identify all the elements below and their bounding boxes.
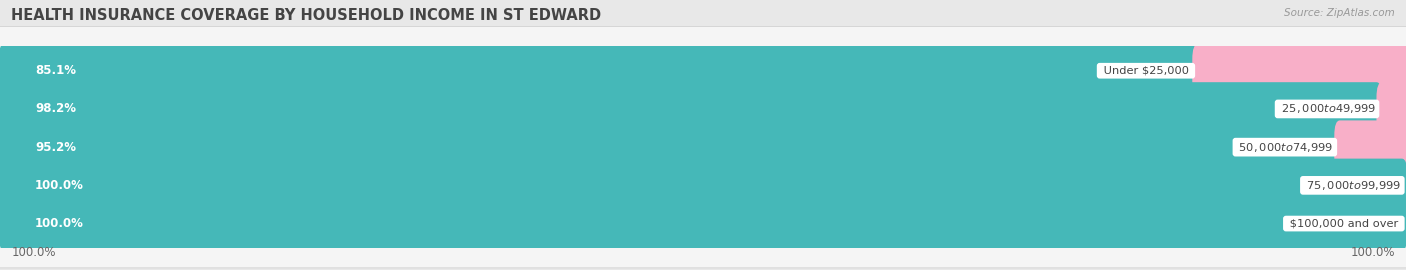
Text: $100,000 and over: $100,000 and over bbox=[1286, 219, 1402, 229]
FancyBboxPatch shape bbox=[1334, 120, 1406, 174]
Legend: With Coverage, Without Coverage: With Coverage, Without Coverage bbox=[578, 269, 828, 270]
Text: $25,000 to $49,999: $25,000 to $49,999 bbox=[1278, 102, 1376, 116]
FancyBboxPatch shape bbox=[0, 82, 1382, 136]
FancyBboxPatch shape bbox=[1192, 44, 1406, 97]
Text: 100.0%: 100.0% bbox=[11, 246, 56, 259]
Text: 100.0%: 100.0% bbox=[35, 217, 84, 230]
FancyBboxPatch shape bbox=[1376, 82, 1406, 136]
Text: 100.0%: 100.0% bbox=[1350, 246, 1395, 259]
Text: Source: ZipAtlas.com: Source: ZipAtlas.com bbox=[1284, 8, 1395, 18]
FancyBboxPatch shape bbox=[0, 179, 1406, 268]
Text: 85.1%: 85.1% bbox=[35, 64, 76, 77]
Text: Under $25,000: Under $25,000 bbox=[1099, 66, 1192, 76]
FancyBboxPatch shape bbox=[0, 197, 1406, 250]
FancyBboxPatch shape bbox=[0, 26, 1406, 115]
FancyBboxPatch shape bbox=[0, 158, 1406, 212]
Text: $75,000 to $99,999: $75,000 to $99,999 bbox=[1303, 179, 1402, 192]
Text: 95.2%: 95.2% bbox=[35, 141, 76, 154]
FancyBboxPatch shape bbox=[0, 120, 1340, 174]
Text: 98.2%: 98.2% bbox=[35, 102, 76, 116]
Text: $50,000 to $74,999: $50,000 to $74,999 bbox=[1236, 141, 1334, 154]
FancyBboxPatch shape bbox=[0, 141, 1406, 230]
FancyBboxPatch shape bbox=[0, 103, 1406, 191]
Text: HEALTH INSURANCE COVERAGE BY HOUSEHOLD INCOME IN ST EDWARD: HEALTH INSURANCE COVERAGE BY HOUSEHOLD I… bbox=[11, 8, 602, 23]
FancyBboxPatch shape bbox=[0, 44, 1198, 97]
Text: 100.0%: 100.0% bbox=[35, 179, 84, 192]
FancyBboxPatch shape bbox=[0, 65, 1406, 153]
